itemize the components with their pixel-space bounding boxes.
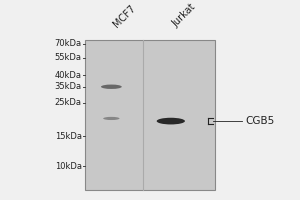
- Text: MCF7: MCF7: [111, 3, 138, 29]
- Text: CGB5: CGB5: [245, 116, 274, 126]
- Text: 55kDa: 55kDa: [55, 53, 82, 62]
- Text: 40kDa: 40kDa: [55, 71, 82, 80]
- Bar: [85, 40, 215, 190]
- Text: Jurkat: Jurkat: [171, 2, 198, 29]
- Text: 25kDa: 25kDa: [55, 98, 82, 107]
- Text: 35kDa: 35kDa: [55, 82, 82, 91]
- Text: 15kDa: 15kDa: [55, 132, 82, 141]
- Text: 10kDa: 10kDa: [55, 162, 82, 171]
- Ellipse shape: [103, 117, 119, 120]
- Ellipse shape: [157, 118, 185, 124]
- Text: 70kDa: 70kDa: [55, 39, 82, 48]
- Ellipse shape: [101, 85, 122, 89]
